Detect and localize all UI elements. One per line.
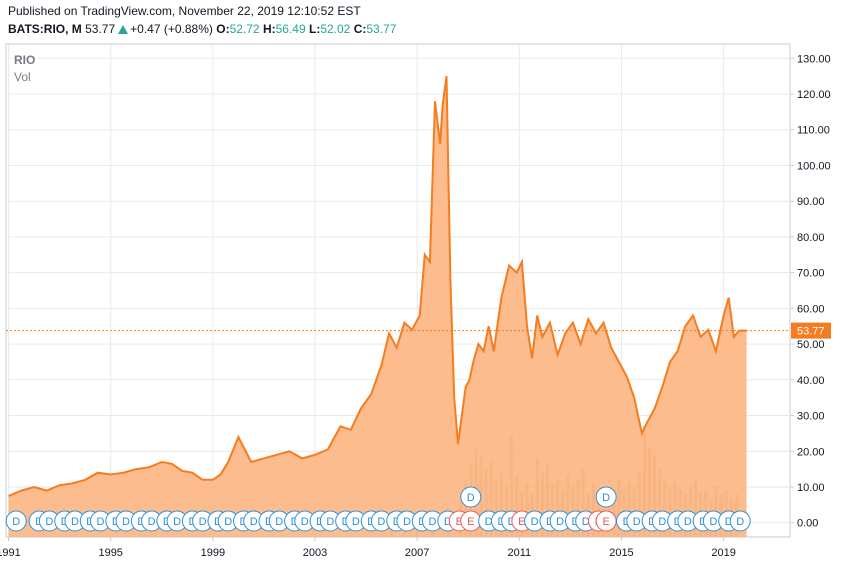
x-tick-label: 1995 (98, 547, 122, 559)
dividend-marker-label: D (633, 516, 641, 528)
dividend-marker-label: D (275, 516, 283, 528)
x-tick-label: 2011 (507, 547, 531, 559)
dividend-marker (595, 486, 617, 508)
dividend-marker-label: D (326, 516, 334, 528)
y-tick-label: 90.00 (797, 196, 825, 208)
dividend-marker-label: D (71, 516, 79, 528)
price-axis[interactable]: 0.00 10.00 20.00 30.00 40.00 50.00 60.00 70.00 8… (790, 53, 831, 530)
dividend-marker-label: D (684, 516, 692, 528)
dividend-marker (5, 510, 27, 532)
x-tick-label: 1999 (201, 547, 225, 559)
quote-line: BATS:RIO, M 53.77 +0.47 (+0.88%) O:52.72 … (8, 22, 396, 36)
time-axis[interactable]: 1991 1995 1999 2003 2007 2011 2015 2019 (0, 537, 736, 559)
earnings-marker-label: E (518, 516, 525, 528)
open-label: O: (216, 22, 230, 36)
y-tick-label: 120.00 (797, 89, 831, 101)
close-value: 53.77 (366, 22, 397, 36)
y-tick-label: 60.00 (797, 303, 825, 315)
dividend-marker-label: D (12, 516, 20, 528)
dividend-marker-label: D (531, 516, 539, 528)
dividend-marker-label: D (301, 516, 309, 528)
earnings-marker-label: E (456, 516, 463, 528)
dividend-marker-label: D (173, 516, 181, 528)
dividend-marker-label: D (602, 492, 610, 504)
dividend-marker-label: D (199, 516, 207, 528)
earnings-marker-label: E (602, 516, 609, 528)
high-label: H: (262, 22, 276, 36)
y-tick-label: 130.00 (797, 53, 831, 65)
dividend-marker-label: D (352, 516, 360, 528)
x-tick-label: 2003 (303, 547, 327, 559)
legend-volume: Vol (14, 70, 31, 84)
high-value: 56.49 (275, 22, 306, 36)
open-value: 52.72 (229, 22, 260, 36)
x-tick-label: 2019 (711, 547, 735, 559)
published-line: Published on TradingView.com, November 2… (8, 4, 361, 18)
dividend-marker-label: D (224, 516, 232, 528)
y-tick-label: 30.00 (797, 411, 825, 423)
y-tick-label: 40.00 (797, 375, 825, 387)
last-price: 53.77 (85, 22, 116, 36)
dividend-marker-label: D (582, 516, 590, 528)
dividend-marker-label: D (444, 516, 452, 528)
price-area-fill (8, 76, 747, 537)
price-line (8, 76, 747, 497)
dividend-marker-label: D (736, 516, 744, 528)
y-tick-label: 100.00 (797, 160, 831, 172)
last-price-tag: 53.77 (791, 322, 831, 339)
dividend-marker-label: D (658, 516, 666, 528)
last-price-tag-bg (791, 322, 831, 339)
up-arrow-icon (118, 25, 129, 34)
dividend-marker-label: D (148, 516, 156, 528)
dividend-marker-label: D (467, 492, 475, 504)
dividend-marker-label: D (428, 516, 436, 528)
y-tick-label: 50.00 (797, 339, 825, 351)
dividend-marker-label: D (709, 516, 717, 528)
close-label: C: (353, 22, 367, 36)
earnings-marker-label: E (467, 516, 474, 528)
dividend-marker-label: D (725, 516, 733, 528)
x-tick-label: 2015 (609, 547, 633, 559)
legend-series: RIO (14, 53, 35, 67)
event-markers: DDDDDDDDDDDDDDDDDDDDDDDDDDDDDDDDDDEEDDDD… (5, 486, 751, 532)
dividend-marker-label: D (250, 516, 258, 528)
low-value: 52.02 (320, 22, 351, 36)
price-change: +0.47 (+0.88%) (130, 22, 213, 36)
low-label: L: (309, 22, 321, 36)
y-tick-label: 110.00 (797, 125, 830, 137)
x-tick-label: 2007 (405, 547, 429, 559)
dividend-marker (729, 510, 751, 532)
y-tick-label: 20.00 (797, 446, 825, 458)
y-tick-label: 70.00 (797, 268, 825, 280)
dividend-marker (460, 486, 482, 508)
dividend-marker-label: D (377, 516, 385, 528)
symbol-label: BATS:RIO, M (8, 22, 82, 36)
dividend-marker-label: D (485, 516, 493, 528)
last-price-tag-text: 53.77 (797, 326, 825, 338)
dividend-marker-label: D (556, 516, 564, 528)
x-tick-label: 1991 (0, 547, 21, 559)
y-tick-label: 0.00 (797, 518, 818, 530)
dividend-marker-label: D (45, 516, 53, 528)
y-tick-label: 80.00 (797, 232, 825, 244)
y-tick-label: 10.00 (797, 482, 825, 494)
dividend-marker-label: D (403, 516, 411, 528)
dividend-marker-label: D (97, 516, 105, 528)
dividend-marker-label: D (122, 516, 130, 528)
